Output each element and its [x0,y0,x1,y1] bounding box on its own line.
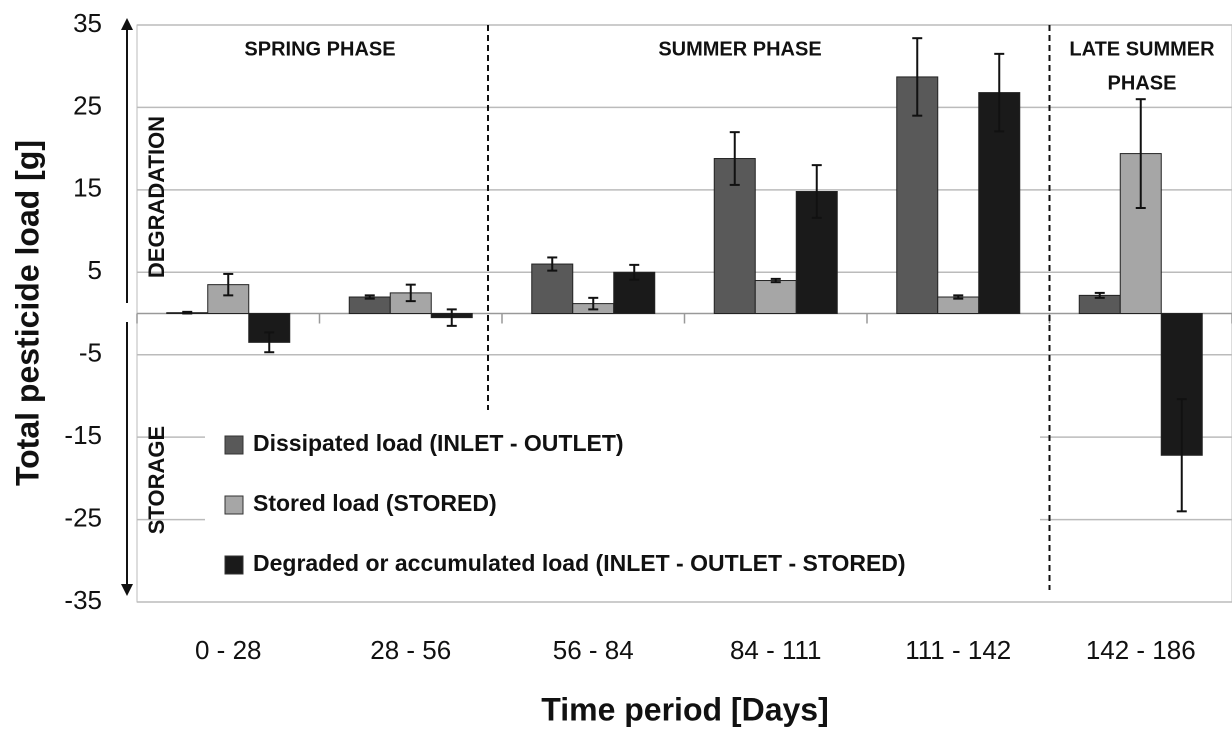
y-axis-title: Total pesticide load [g] [9,140,45,486]
legend-swatch [224,555,244,575]
annotation: STORAGE [144,426,169,534]
error-bar [405,283,416,303]
x-tick-label: 0 - 28 [195,635,262,665]
x-tick-label: 142 - 186 [1086,635,1196,665]
y-tick-label: 5 [88,255,102,285]
error-bar [729,131,740,186]
legend-box [205,418,1040,598]
error-bar [994,52,1005,133]
legend-label: Dissipated load (INLET - OUTLET) [253,430,624,456]
phase-label: SUMMER PHASE [658,38,821,60]
annotation: DEGRADATION [144,116,169,278]
legend-label: Stored load (STORED) [253,490,497,516]
x-tick-label: 56 - 84 [553,635,634,665]
error-bar [588,296,599,311]
legend-label: Degraded or accumulated load (INLET - OU… [253,550,906,576]
error-bar [1094,291,1105,299]
x-axis-title: Time period [Days] [541,691,828,727]
x-tick-label: 111 - 142 [905,635,1011,665]
error-bar [364,294,375,300]
phase-label: PHASE [1108,72,1177,94]
error-bar [629,263,640,281]
y-tick-label: 35 [73,8,102,38]
phase-label: LATE SUMMER [1069,38,1215,60]
error-bar [912,37,923,117]
error-bar [1135,98,1146,209]
bar [754,280,797,314]
x-tick-label: 28 - 56 [370,635,451,665]
error-bar [223,272,234,297]
y-tick-label: -15 [64,420,102,450]
error-bar [446,308,457,327]
phase-label: SPRING PHASE [244,38,395,60]
error-bar [1176,398,1187,513]
error-bar [547,256,558,272]
x-tick-label: 84 - 111 [730,635,822,665]
error-bar [953,294,964,300]
y-tick-label: -5 [79,338,102,368]
y-tick-label: -25 [64,502,102,532]
legend: Dissipated load (INLET - OUTLET) Stored l… [205,418,1040,598]
y-tick-label: 25 [73,90,102,120]
error-bar [811,164,822,219]
y-tick-label: 15 [73,173,102,203]
y-tick-label: -35 [64,585,102,615]
error-bar [264,331,275,354]
legend-swatch [224,435,244,455]
bar [531,263,574,314]
error-bar [770,277,781,284]
legend-swatch [224,495,244,515]
error-bar [182,310,193,315]
